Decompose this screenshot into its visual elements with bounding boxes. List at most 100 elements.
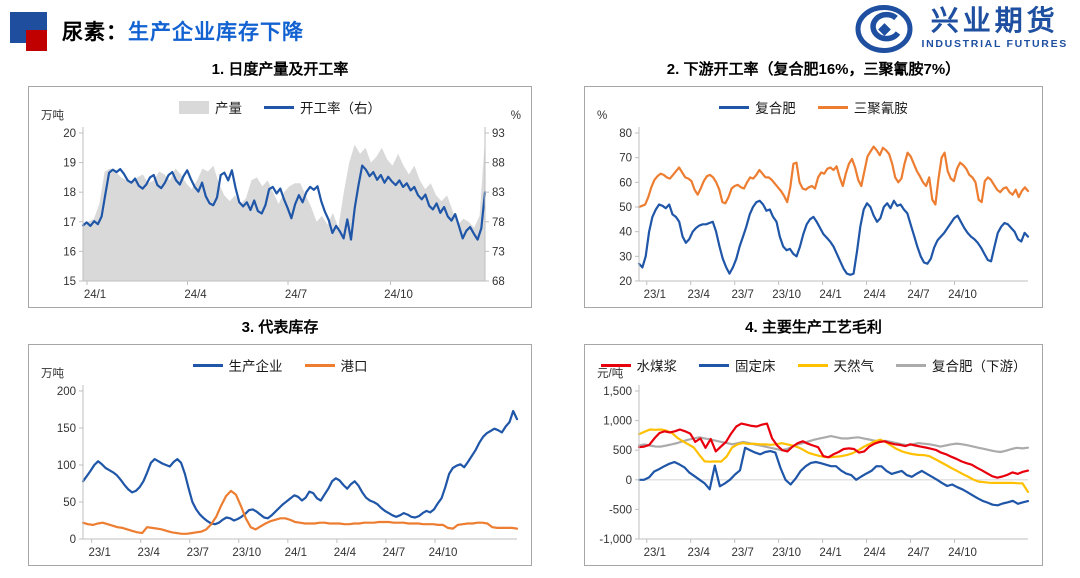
legend-swatch-compound-fertilizer-downstream [896,363,926,367]
legend-swatch-coal-water-slurry [600,363,631,367]
legend-item-producer-inventory: 生产企业 [192,355,283,375]
axis-label: 24/7 [907,547,929,559]
axis-label: 23/7 [187,547,209,559]
legend-item-melamine: 三聚氰胺 [817,97,908,117]
axis-label: 23/1 [644,289,666,301]
page-title-main: 生产企业库存下降 [128,21,304,44]
series-melamine [637,145,1030,209]
axis-label: 元/吨 [597,367,624,380]
logo-name-cn: 兴业期货 [930,6,1059,37]
legend-swatch-natural-gas [797,363,828,367]
axis-label: 0 [626,475,632,487]
decorative-red-square [26,30,47,51]
axis-label: 23/10 [772,547,801,559]
axis-label: 93 [492,128,505,140]
axis-label: -1,000 [599,534,632,546]
chart-plot-process-margins: 水煤浆 固定床 天然气 复合肥（下游） 1,500 1,000 500 0 -500 -1,000… [584,344,1043,566]
legend-label: 水煤浆 [636,359,678,374]
chart-canvas: 200 150 100 50 0 23/1 23/4 23/7 23/10 24/1 24/4 24/… [41,367,519,559]
axis-label: 24/1 [84,289,106,301]
chart-card-representative-inventory: 3. 代表库存 生产企业 港口 200 150 100 50 0 23/1 23/4 23/7 23… [28,318,532,566]
axis-label: 24/7 [907,289,929,301]
axis-label: % [597,110,607,122]
legend-swatch-producer-inventory [192,363,223,367]
legend-swatch-operating-rate [264,105,294,109]
logo-name-en: INDUSTRIAL FUTURES [921,38,1068,50]
company-logo: 兴业期货 INDUSTRIAL FUTURES [855,5,1069,53]
axis-label: 200 [57,386,76,398]
series-operating-rate [81,164,487,241]
axis-label: 23/4 [688,547,711,559]
axis-label: 83 [492,187,505,199]
axis-label: 24/1 [285,547,307,559]
legend-label: 复合肥（下游） [932,359,1027,374]
legend-swatch-compound-fertilizer [719,105,750,109]
chart-legend: 复合肥 三聚氰胺 [585,97,1042,117]
axis-label: 万吨 [41,367,64,380]
legend-label: 固定床 [735,359,776,374]
legend-item-operating-rate: 开工率（右） [264,97,381,117]
axis-label: 20 [619,276,632,288]
series-producer-inventory [81,409,519,526]
axis-label: 24/1 [819,289,841,301]
chart-plot-representative-inventory: 生产企业 港口 200 150 100 50 0 23/1 23/4 23/7 23/10 24/1 2… [28,344,532,566]
axis-label: 30 [619,251,632,263]
logo-text: 兴业期货 INDUSTRIAL FUTURES [921,6,1069,51]
axis-label: % [511,110,521,122]
legend-label: 三聚氰胺 [853,101,908,116]
axis-label: 19 [63,158,76,170]
axis-label: 23/7 [731,289,753,301]
axis-label: 23/1 [644,547,666,559]
axis-label: -500 [609,504,632,516]
logo-swirl-icon [855,5,913,53]
series-natural-gas [637,428,1030,493]
chart-card-process-margins: 4. 主要生产工艺毛利 水煤浆 固定床 天然气 复合肥（下游） 1,500 1,000 50… [584,318,1043,566]
legend-swatch-port-inventory [304,363,335,367]
axis-label: 17 [63,217,76,229]
axis-label: 20 [63,128,76,140]
axis-label: 23/10 [772,289,801,301]
series-production [83,138,485,281]
axis-label: 24/10 [948,547,977,559]
axis-label: 24/4 [863,289,886,301]
series-compound-fertilizer-downstream [637,434,1030,454]
chart-plot-downstream-operating-rate: 复合肥 三聚氰胺 80 70 60 50 40 30 20 23/1 23/4 23/7 23/10 24… [584,86,1043,308]
axis-label: 24/4 [334,547,357,559]
legend-label: 复合肥 [755,101,796,116]
axis-label: 500 [613,445,632,457]
chart-card-downstream-operating-rate: 2. 下游开工率（复合肥16%，三聚氰胺7%） 复合肥 三聚氰胺 80 70 60 50 4… [584,60,1043,308]
legend-label: 天然气 [833,359,875,374]
legend-label: 生产企业 [228,359,283,374]
series-port-inventory [81,489,519,535]
chart-title: 1. 日度产量及开工率 [211,61,349,78]
chart-canvas: 20 19 18 17 16 15 93 88 83 78 73 68 24/1 24/4 24/7 24/1… [41,109,521,301]
page-title: 尿素：生产企业库存下降 [62,16,304,46]
axis-label: 73 [492,246,505,258]
axis-label: 24/4 [863,547,886,559]
series-coal-water-slurry [637,422,1030,479]
axis-label: 18 [63,187,76,199]
axis-label: 1,500 [603,386,632,398]
axis-label: 24/10 [429,547,458,559]
chart-legend: 产量 开工率（右） [29,97,531,117]
page-title-prefix: 尿素： [62,21,128,44]
legend-swatch-fixed-bed [699,363,729,367]
chart-legend: 水煤浆 固定床 天然气 复合肥（下游） [585,355,1042,375]
chart-title: 3. 代表库存 [241,319,319,336]
axis-label: 24/1 [819,547,841,559]
axis-label: 23/1 [88,547,110,559]
legend-item-coal-water-slurry: 水煤浆 [600,355,678,375]
axis-label: 16 [63,246,76,258]
axis-label: 80 [619,128,632,140]
axis-label: 50 [63,497,76,509]
axis-label: 40 [619,227,632,239]
chart-title: 4. 主要生产工艺毛利 [745,319,882,336]
chart-canvas: 1,500 1,000 500 0 -500 -1,000 23/1 23/4 23/7 23/1… [597,367,1030,559]
axis-label: 24/7 [383,547,405,559]
series-compound-fertilizer [637,199,1030,276]
legend-swatch-melamine [817,105,848,109]
legend-label: 产量 [215,101,242,116]
axis-label: 15 [63,276,76,288]
legend-item-production: 产量 [179,97,242,117]
axis-label: 23/7 [731,547,753,559]
